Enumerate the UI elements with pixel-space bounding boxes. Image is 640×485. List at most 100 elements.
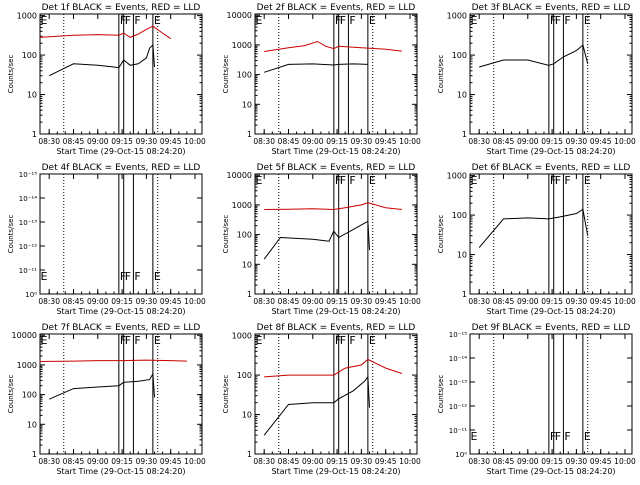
y-tick-label: 1 [462, 130, 467, 139]
x-tick-label: 08:30 [253, 457, 275, 466]
x-tick-label: 10:00 [614, 297, 636, 306]
x-tick-label: 09:00 [87, 137, 109, 146]
y-tick-label: 10⁻¹² [19, 243, 37, 251]
y-tick-label: 100 [22, 391, 37, 400]
y-axis-label: Counts/sec [222, 375, 230, 414]
marker-label-f: F [335, 334, 341, 347]
marker-label-e: E [470, 174, 477, 187]
marker-label-f: F [555, 174, 561, 187]
y-tick-label: 10 [242, 260, 252, 269]
x-tick-label: 09:15 [111, 457, 133, 466]
y-tick-label: 1000 [447, 12, 467, 21]
y-tick-label: 10⁻¹⁵ [19, 171, 37, 179]
x-tick-label: 08:30 [253, 137, 275, 146]
x-tick-label: 10:00 [184, 457, 206, 466]
marker-label-f: F [125, 334, 131, 347]
x-tick-label: 09:30 [136, 297, 158, 306]
x-tick-label: 09:30 [351, 137, 373, 146]
y-tick-label: 10000 [12, 331, 37, 340]
x-tick-label: 09:45 [590, 297, 612, 306]
panel-title: Det 4f BLACK = Events, RED = LLD [42, 163, 201, 173]
marker-label-f: F [564, 14, 570, 27]
x-tick-label: 08:45 [493, 457, 515, 466]
y-tick-label: 1 [247, 130, 252, 139]
plot-frame [39, 333, 203, 455]
x-axis-label: Start Time (29-Oct-15 08:24:20) [56, 147, 185, 156]
panel-title: Det 9f BLACK = Events, RED = LLD [472, 323, 631, 333]
x-axis-label: Start Time (29-Oct-15 08:24:20) [271, 307, 400, 316]
y-tick-label: 10⁻¹² [449, 403, 467, 411]
x-tick-label: 08:30 [253, 297, 275, 306]
marker-label-f: F [555, 430, 561, 443]
marker-label-e: E [584, 430, 591, 443]
marker-label-e: E [40, 270, 47, 283]
x-tick-label: 09:00 [87, 297, 109, 306]
x-tick-label: 10:00 [614, 457, 636, 466]
x-tick-label: 09:15 [326, 457, 348, 466]
y-tick-label: 10⁻¹⁴ [19, 195, 37, 203]
x-tick-label: 09:30 [351, 297, 373, 306]
y-tick-label: 10⁰ [25, 291, 37, 299]
y-tick-label: 1 [462, 290, 467, 299]
x-tick-label: 08:45 [493, 137, 515, 146]
marker-label-e: E [40, 14, 47, 27]
y-axis-label: Counts/sec [222, 215, 230, 254]
y-axis-label: Counts/sec [437, 215, 445, 254]
marker-label-e: E [255, 174, 262, 187]
panel-title: Det 3f BLACK = Events, RED = LLD [472, 3, 631, 13]
marker-label-e: E [154, 334, 161, 347]
y-tick-label: 1 [32, 450, 37, 459]
x-tick-label: 09:45 [160, 457, 182, 466]
series-lld-line [39, 359, 187, 362]
x-tick-label: 10:00 [399, 137, 421, 146]
x-axis-label: Start Time (29-Oct-15 08:24:20) [271, 147, 400, 156]
marker-label-e: E [40, 334, 47, 347]
series-events-line [263, 375, 370, 436]
marker-label-f: F [125, 270, 131, 283]
y-tick-label: 1000 [17, 361, 37, 370]
x-tick-label: 08:30 [468, 457, 490, 466]
marker-label-f: F [349, 14, 355, 27]
panel-det-4: Det 4f BLACK = Events, RED = LLD 10⁰ 10⁻¹¹… [7, 163, 206, 316]
marker-label-f: F [564, 430, 570, 443]
y-axis-label: Counts/sec [437, 375, 445, 414]
x-tick-label: 10:00 [184, 297, 206, 306]
plot-frame [254, 173, 418, 295]
plot-frame [469, 173, 633, 295]
y-tick-label: 100 [237, 371, 252, 380]
x-tick-label: 08:45 [278, 457, 300, 466]
series-events-line [479, 44, 589, 68]
plot-frame [469, 13, 633, 135]
x-tick-label: 09:45 [590, 137, 612, 146]
x-tick-label: 08:30 [468, 137, 490, 146]
y-tick-label: 10 [27, 91, 37, 100]
marker-label-e: E [369, 174, 376, 187]
panel-det-8: Det 8f BLACK = Events, RED = LLD 1 10 100 10… [222, 323, 421, 476]
panel-det-9: Det 9f BLACK = Events, RED = LLD 10⁰ 10⁻¹¹… [437, 323, 636, 476]
panel-det-3: Det 3f BLACK = Events, RED = LLD 1 10 100 10… [437, 3, 636, 156]
x-tick-label: 09:00 [517, 137, 539, 146]
y-tick-label: 100 [22, 51, 37, 60]
marker-label-f: F [134, 270, 140, 283]
x-tick-label: 09:15 [111, 137, 133, 146]
x-tick-label: 09:00 [87, 457, 109, 466]
panel-det-5: Det 5f BLACK = Events, RED = LLD 1 10 100 10… [222, 163, 421, 316]
x-tick-label: 09:45 [160, 137, 182, 146]
x-axis-label: Start Time (29-Oct-15 08:24:20) [486, 147, 615, 156]
x-tick-label: 09:30 [136, 457, 158, 466]
marker-label-f: F [120, 334, 126, 347]
x-tick-label: 10:00 [614, 137, 636, 146]
marker-label-f: F [564, 174, 570, 187]
x-tick-label: 09:15 [541, 297, 563, 306]
y-tick-label: 1 [247, 450, 252, 459]
marker-label-f: F [340, 334, 346, 347]
marker-label-e: E [369, 14, 376, 27]
x-axis-label: Start Time (29-Oct-15 08:24:20) [56, 467, 185, 476]
x-tick-label: 09:45 [375, 137, 397, 146]
y-tick-label: 1000 [447, 172, 467, 181]
x-tick-label: 08:30 [468, 297, 490, 306]
marker-label-e: E [255, 14, 262, 27]
y-tick-label: 100 [452, 51, 467, 60]
x-tick-label: 10:00 [399, 457, 421, 466]
